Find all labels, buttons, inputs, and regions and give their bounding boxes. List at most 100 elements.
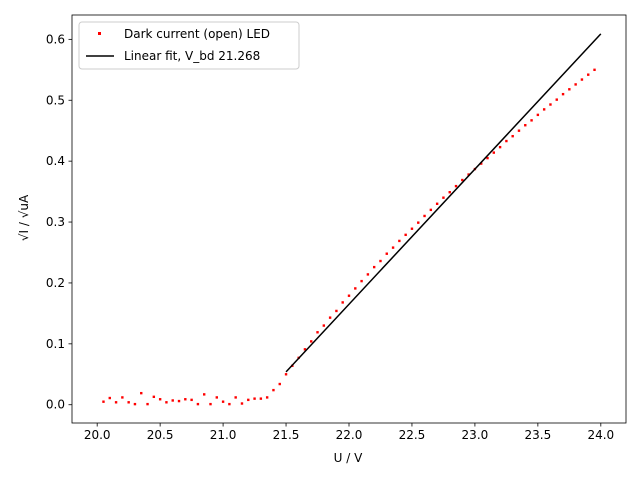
data-point: [184, 398, 187, 401]
data-point: [322, 324, 326, 327]
data-point: [530, 119, 533, 122]
data-point: [284, 373, 288, 376]
data-point: [272, 388, 275, 392]
data-point: [165, 401, 168, 404]
data-point: [158, 398, 162, 401]
data-point: [505, 139, 508, 143]
data-point: [461, 178, 464, 182]
data-point: [391, 246, 395, 249]
data-point: [517, 129, 521, 132]
data-point: [228, 402, 231, 406]
data-point: [423, 214, 426, 218]
data-point: [253, 397, 256, 400]
legend: Dark current (open) LED Linear fit, V_bd…: [78, 21, 300, 70]
y-tick-label: 0.4: [46, 154, 65, 168]
data-point: [328, 316, 332, 319]
data-point: [385, 252, 388, 255]
data-point: [454, 184, 458, 188]
x-tick-label: 23.0: [462, 428, 489, 442]
data-point: [265, 396, 269, 399]
data-point: [568, 88, 571, 91]
data-point: [467, 173, 470, 176]
data-point: [542, 108, 546, 111]
data-point: [152, 395, 156, 399]
data-point: [234, 396, 237, 399]
y-tick-label: 0.2: [46, 276, 65, 290]
data-point: [140, 391, 143, 395]
legend-label-scatter: Dark current (open) LED: [124, 27, 270, 41]
data-point: [593, 68, 596, 72]
data-point: [203, 393, 206, 396]
data-point: [310, 340, 313, 343]
data-point: [247, 398, 250, 402]
data-point: [335, 309, 338, 313]
y-tick-label: 0.0: [46, 398, 65, 412]
data-point: [536, 113, 540, 117]
y-tick-label: 0.1: [46, 337, 65, 351]
data-point: [171, 399, 174, 402]
data-point: [398, 239, 401, 243]
x-tick-label: 24.0: [587, 428, 614, 442]
data-point: [492, 151, 495, 154]
data-point: [127, 401, 130, 404]
data-point: [486, 156, 489, 160]
data-point: [574, 83, 577, 86]
data-point: [215, 396, 218, 399]
y-tick-label: 0.6: [46, 32, 65, 46]
data-point: [480, 162, 483, 165]
data-point: [303, 348, 307, 351]
fit-line: [285, 33, 602, 373]
legend-box: [78, 21, 300, 70]
data-point: [561, 92, 565, 96]
y-tick-label: 0.3: [46, 215, 65, 229]
data-point: [259, 397, 263, 400]
data-point: [196, 402, 200, 406]
data-point: [146, 402, 149, 406]
data-point: [587, 73, 590, 76]
data-point: [221, 400, 225, 403]
data-point: [379, 259, 382, 263]
legend-label-line: Linear fit, V_bd 21.268: [124, 49, 260, 63]
data-point: [524, 124, 527, 127]
axes: 20.0 20.5 21.0 21.5 22.0 22.5 23.0 23.5 24.0 0.0 0…: [46, 14, 627, 442]
data-point: [448, 191, 451, 194]
data-point: [435, 202, 439, 205]
data-point: [240, 402, 244, 405]
x-tick-label: 22.0: [336, 428, 363, 442]
data-point: [316, 331, 319, 334]
x-axis-label: U / V: [334, 451, 363, 465]
data-point: [209, 402, 212, 406]
data-point: [190, 398, 193, 402]
y-axis-label: √I / √uA: [17, 194, 31, 241]
data-point: [121, 396, 124, 399]
x-tick-label: 20.5: [147, 428, 174, 442]
legend-marker-scatter: [98, 32, 101, 35]
data-point: [360, 279, 363, 283]
data-point: [555, 98, 558, 101]
data-point: [442, 196, 445, 199]
data-point: [580, 78, 584, 81]
data-point: [278, 382, 281, 386]
data-point: [404, 233, 407, 237]
data-point: [108, 396, 111, 400]
data-point: [177, 399, 181, 403]
data-point: [549, 103, 552, 106]
y-tick-label: 0.5: [46, 93, 65, 107]
data-point: [347, 294, 351, 297]
data-point: [429, 208, 433, 212]
data-point: [341, 301, 344, 304]
data-point: [410, 227, 414, 230]
data-point: [417, 221, 420, 224]
x-tick-label: 21.0: [210, 428, 237, 442]
data-point: [114, 401, 118, 404]
data-point: [498, 145, 502, 149]
plot-area: [102, 33, 602, 406]
data-point: [366, 273, 370, 276]
data-point: [372, 265, 376, 269]
x-tick-label: 21.5: [273, 428, 300, 442]
data-point: [102, 400, 105, 403]
x-tick-label: 20.0: [84, 428, 111, 442]
data-point: [511, 134, 514, 138]
